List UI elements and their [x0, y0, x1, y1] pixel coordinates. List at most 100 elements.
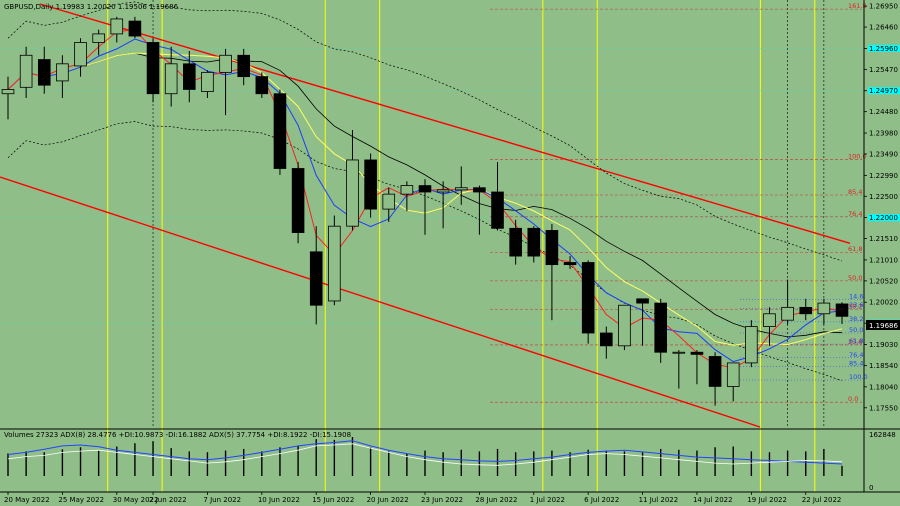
- candle[interactable]: [654, 298, 667, 363]
- current-price-label: 1.19686: [869, 322, 898, 330]
- candle[interactable]: [273, 89, 287, 175]
- candle[interactable]: [201, 70, 214, 98]
- candle[interactable]: [37, 46, 51, 94]
- candle[interactable]: [781, 279, 794, 325]
- candle[interactable]: [309, 226, 323, 325]
- candle[interactable]: [708, 352, 722, 406]
- candle[interactable]: [146, 38, 160, 103]
- candle[interactable]: [183, 51, 196, 103]
- fib-label-upper: 0.0: [848, 395, 858, 403]
- candle-body: [219, 54, 232, 73]
- candle-body: [835, 303, 849, 317]
- candle[interactable]: [672, 350, 686, 389]
- current-price-tag: 1.19686: [866, 320, 900, 330]
- candle[interactable]: [110, 16, 124, 43]
- candle-body: [726, 362, 740, 387]
- candle[interactable]: [581, 260, 595, 344]
- candle[interactable]: [237, 48, 250, 86]
- candle[interactable]: [255, 72, 269, 98]
- candle[interactable]: [545, 224, 559, 321]
- candle[interactable]: [400, 181, 414, 212]
- price-highlight-band: [868, 44, 900, 52]
- candle[interactable]: [618, 304, 631, 351]
- candle[interactable]: [726, 362, 740, 402]
- candle-body: [92, 33, 105, 43]
- price-tick-label: 1.23490: [869, 150, 898, 158]
- candle[interactable]: [509, 219, 522, 265]
- candle[interactable]: [563, 256, 577, 269]
- candle-body: [799, 306, 813, 315]
- candle-body: [491, 191, 504, 229]
- candle-body: [364, 159, 377, 210]
- candle[interactable]: [636, 298, 649, 346]
- candle[interactable]: [56, 55, 69, 98]
- fib-label-upper: 76.4: [848, 210, 862, 218]
- candle[interactable]: [164, 46, 178, 107]
- fib-label-lower: 23.6: [849, 301, 863, 309]
- price-tick-label: 1.22000: [869, 214, 898, 222]
- fib-label-lower: 76.4: [849, 351, 863, 359]
- candle[interactable]: [346, 130, 359, 231]
- price-tick-label: 1.25470: [869, 66, 898, 74]
- candle-body: [473, 187, 486, 193]
- candle[interactable]: [92, 29, 105, 56]
- candle-body: [128, 20, 142, 37]
- candle-body: [563, 262, 577, 266]
- candle[interactable]: [19, 46, 33, 98]
- date-label: 19 Jul 2022: [747, 496, 787, 504]
- candle[interactable]: [690, 350, 704, 385]
- candle-body: [509, 227, 522, 257]
- candle[interactable]: [745, 320, 758, 368]
- candle[interactable]: [473, 185, 486, 235]
- date-label: 2 Jun 2022: [149, 496, 187, 504]
- candle-body: [346, 159, 359, 227]
- candle[interactable]: [817, 298, 831, 325]
- fib-label-lower: 50.0: [849, 326, 863, 334]
- candle[interactable]: [328, 215, 341, 306]
- price-tick-label: 1.22990: [869, 172, 898, 180]
- candle-body: [201, 71, 214, 92]
- candle[interactable]: [527, 226, 541, 263]
- price-tick-label: 1.19030: [869, 341, 898, 349]
- candle[interactable]: [364, 153, 377, 218]
- candle[interactable]: [799, 298, 813, 321]
- candle[interactable]: [418, 179, 432, 235]
- candle[interactable]: [600, 326, 613, 359]
- date-label: 1 Jul 2022: [530, 496, 565, 504]
- date-label: 23 Jun 2022: [421, 496, 463, 504]
- candle[interactable]: [382, 187, 396, 222]
- date-label: 28 Jun 2022: [475, 496, 517, 504]
- price-tick-label: 1.20020: [869, 299, 898, 307]
- candle-body: [527, 227, 541, 257]
- candle[interactable]: [835, 302, 849, 325]
- candle[interactable]: [436, 181, 450, 229]
- candle[interactable]: [128, 16, 142, 39]
- candle-body: [1, 89, 15, 95]
- candle-body: [817, 302, 831, 315]
- candle-body: [436, 189, 450, 193]
- fib-label-upper: 161.8: [848, 2, 867, 10]
- fib-label-lower: 38.2: [849, 315, 863, 323]
- candle[interactable]: [763, 307, 776, 346]
- candle[interactable]: [454, 166, 468, 205]
- candle[interactable]: [74, 38, 87, 77]
- candle[interactable]: [1, 76, 15, 120]
- price-tick-label: 1.18540: [869, 362, 898, 370]
- candle[interactable]: [219, 48, 232, 116]
- vertical-markers: [107, 0, 825, 492]
- adx-line: [7, 440, 843, 465]
- candle-body: [690, 351, 704, 355]
- candle-body: [37, 59, 51, 86]
- volume-tick-label: 0: [869, 484, 873, 492]
- candle[interactable]: [291, 162, 305, 244]
- channel-lower-line: [0, 176, 761, 428]
- candle-body: [745, 326, 758, 364]
- fib-label-lower: 85.4: [849, 359, 863, 367]
- fib-label-upper: 38.2: [848, 303, 862, 311]
- price-tick-label: 1.26460: [869, 24, 898, 32]
- date-label: 20 Jun 2022: [367, 496, 409, 504]
- candle-body: [600, 332, 613, 347]
- candle[interactable]: [491, 162, 504, 231]
- current-price-box: [866, 320, 900, 330]
